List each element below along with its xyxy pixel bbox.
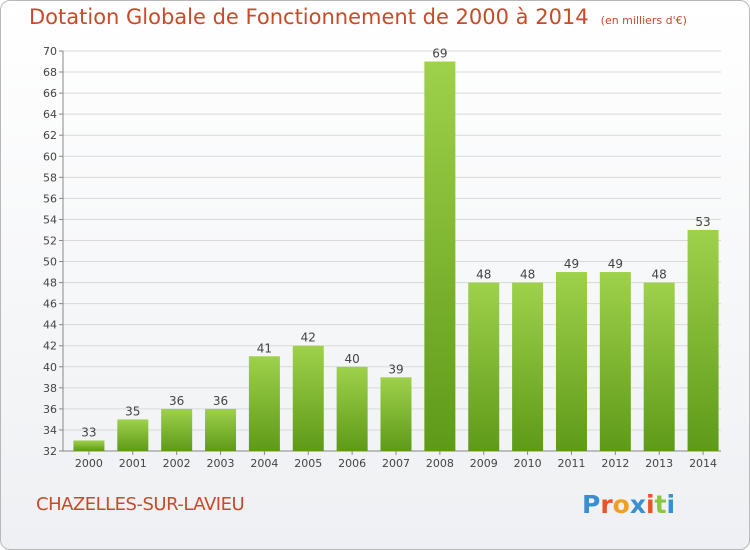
bar-value-label: 39 — [388, 362, 403, 376]
x-tick-label: 2013 — [645, 457, 673, 470]
y-tick-label: 68 — [43, 66, 57, 79]
y-tick-label: 46 — [43, 298, 57, 311]
y-tick-label: 52 — [43, 234, 57, 247]
brand-letter: r — [600, 490, 613, 519]
y-tick-label: 66 — [43, 87, 57, 100]
x-tick-label: 2004 — [250, 457, 278, 470]
y-tick-label: 54 — [43, 213, 57, 226]
bar — [205, 408, 237, 451]
y-tick-label: 36 — [43, 403, 57, 416]
bar — [687, 229, 719, 451]
x-tick-label: 2011 — [557, 457, 585, 470]
x-tick-label: 2006 — [338, 457, 366, 470]
y-tick-label: 62 — [43, 129, 57, 142]
bar — [292, 345, 324, 451]
y-tick-label: 40 — [43, 361, 57, 374]
x-tick-label: 2005 — [294, 457, 322, 470]
y-tick-label: 38 — [43, 382, 57, 395]
bar-value-label: 48 — [520, 268, 535, 282]
chart-subtitle: (en milliers d'€) — [600, 14, 687, 27]
bar-value-label: 69 — [432, 47, 447, 61]
brand-letter: i — [646, 490, 655, 519]
y-tick-label: 48 — [43, 277, 57, 290]
y-tick-label: 60 — [43, 150, 57, 163]
y-tick-label: 42 — [43, 340, 57, 353]
x-tick-label: 2009 — [470, 457, 498, 470]
bar-value-label: 48 — [476, 268, 491, 282]
bar — [599, 272, 631, 451]
bar — [555, 272, 587, 451]
x-tick-label: 2000 — [75, 457, 103, 470]
y-tick-label: 70 — [43, 45, 57, 58]
bar — [161, 408, 193, 451]
x-tick-label: 2002 — [163, 457, 191, 470]
brand-letter: t — [654, 490, 667, 519]
x-tick-label: 2014 — [689, 457, 717, 470]
chart-title: Dotation Globale de Fonctionnement de 20… — [29, 5, 589, 29]
bar-value-label: 35 — [125, 404, 140, 418]
bar — [643, 282, 675, 451]
chart-title-block: Dotation Globale de Fonctionnement de 20… — [29, 5, 687, 29]
x-tick-label: 2001 — [119, 457, 147, 470]
x-tick-label: 2003 — [207, 457, 235, 470]
commune-name: CHAZELLES-SUR-LAVIEU — [36, 494, 245, 515]
y-tick-label: 64 — [43, 108, 57, 121]
bar — [380, 377, 412, 451]
bar-value-label: 41 — [257, 341, 272, 355]
bar-value-label: 36 — [213, 394, 228, 408]
bar-value-label: 42 — [301, 331, 316, 345]
bar-value-label: 49 — [608, 257, 623, 271]
y-tick-label: 58 — [43, 171, 57, 184]
bar-value-label: 36 — [169, 394, 184, 408]
bar-value-label: 48 — [652, 268, 667, 282]
x-tick-label: 2012 — [601, 457, 629, 470]
y-tick-label: 34 — [43, 424, 57, 437]
bar-value-label: 49 — [564, 257, 579, 271]
y-tick-label: 32 — [43, 445, 57, 458]
bar — [512, 282, 544, 451]
x-tick-label: 2007 — [382, 457, 410, 470]
y-tick-label: 44 — [43, 319, 57, 332]
x-tick-label: 2010 — [514, 457, 542, 470]
proxiti-logo: Proxiti — [582, 490, 675, 519]
y-tick-label: 56 — [43, 192, 57, 205]
bar-value-label: 33 — [81, 425, 96, 439]
bar — [468, 282, 500, 451]
bar-value-label: 53 — [695, 215, 710, 229]
brand-letter: o — [612, 490, 630, 519]
bar — [424, 61, 456, 452]
brand-letter: i — [666, 490, 676, 519]
bar — [73, 440, 105, 451]
y-tick-label: 50 — [43, 256, 57, 269]
brand-letter: x — [629, 490, 646, 519]
brand-letter: P — [582, 490, 601, 519]
bar — [336, 366, 368, 451]
bar-value-label: 40 — [344, 352, 359, 366]
bar — [248, 356, 280, 451]
bar — [117, 419, 149, 451]
x-tick-label: 2008 — [426, 457, 454, 470]
